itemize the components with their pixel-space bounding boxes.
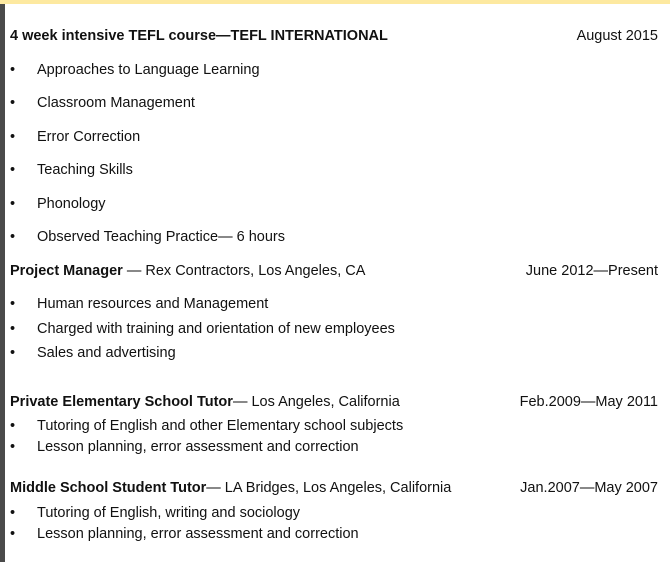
list-item-text: Error Correction <box>37 129 141 145</box>
bullet-icon: • <box>10 229 16 245</box>
section-date: Feb.2009—May 2011 <box>519 394 658 410</box>
bullet-icon: • <box>10 162 16 178</box>
top-accent-strip <box>0 0 670 4</box>
list-item: • Error Correction <box>10 127 658 147</box>
list-item: • Lesson planning, error assessment and c… <box>10 524 658 544</box>
list-item-text: Tutoring of English, writing and sociolo… <box>37 505 301 521</box>
list-item: • Tutoring of English, writing and sociol… <box>10 503 658 523</box>
list-item: • Approaches to Language Learning <box>10 60 658 80</box>
section-heading: 4 week intensive TEFL course—TEFL INTERN… <box>10 26 658 46</box>
bullet-icon: • <box>10 62 16 78</box>
section-date: August 2015 <box>576 28 658 44</box>
list-item: • Phonology <box>10 194 658 214</box>
bullet-icon: • <box>10 345 16 361</box>
list-item: • Teaching Skills <box>10 160 658 180</box>
list-item-text: Tutoring of English and other Elementary… <box>37 418 404 434</box>
list-item-text: Approaches to Language Learning <box>37 62 260 78</box>
section-heading: Middle School Student Tutor— LA Bridges,… <box>10 478 658 498</box>
section-date: Jan.2007—May 2007 <box>520 480 658 496</box>
list-item: • Lesson planning, error assessment and c… <box>10 437 658 457</box>
bullet-icon: • <box>10 321 16 337</box>
bullet-icon: • <box>10 95 16 111</box>
section-title: Middle School Student Tutor <box>10 480 207 496</box>
section-subtitle: — LA Bridges, Los Angeles, California <box>206 480 452 496</box>
section-subtitle: — Los Angeles, California <box>232 394 400 410</box>
list-item: • Human resources and Management <box>10 294 658 314</box>
list-item-text: Sales and advertising <box>37 345 176 361</box>
section-subtitle: — Rex Contractors, Los Angeles, CA <box>122 263 366 279</box>
list-item-text: Classroom Management <box>37 95 195 111</box>
list-item: • Tutoring of English and other Elementar… <box>10 416 658 436</box>
section-title: Project Manager <box>10 263 123 279</box>
bullet-icon: • <box>10 418 16 434</box>
list-item-text: Human resources and Management <box>37 296 269 312</box>
section-date: June 2012—Present <box>525 263 658 279</box>
bullet-icon: • <box>10 505 16 521</box>
list-item: • Charged with training and orientation o… <box>10 319 658 339</box>
list-item: • Classroom Management <box>10 93 658 113</box>
section-title: 4 week intensive TEFL course—TEFL INTERN… <box>10 28 388 44</box>
list-item-text: Phonology <box>37 196 106 212</box>
list-item: • Sales and advertising <box>10 343 658 363</box>
list-item-text: Observed Teaching Practice— 6 hours <box>37 229 285 245</box>
section-heading: Private Elementary School Tutor— Los Ang… <box>10 392 658 412</box>
bullet-icon: • <box>10 439 16 455</box>
list-item-text: Teaching Skills <box>37 162 133 178</box>
left-margin-bar <box>0 4 5 562</box>
bullet-icon: • <box>10 129 16 145</box>
section-heading: Project Manager — Rex Contractors, Los A… <box>10 261 658 281</box>
bullet-icon: • <box>10 196 16 212</box>
bullet-icon: • <box>10 526 16 542</box>
list-item-text: Lesson planning, error assessment and co… <box>37 439 359 455</box>
list-item-text: Charged with training and orientation of… <box>37 321 395 337</box>
section-title: Private Elementary School Tutor <box>10 394 233 410</box>
bullet-icon: • <box>10 296 16 312</box>
list-item: • Observed Teaching Practice— 6 hours <box>10 227 658 247</box>
list-item-text: Lesson planning, error assessment and co… <box>37 526 359 542</box>
